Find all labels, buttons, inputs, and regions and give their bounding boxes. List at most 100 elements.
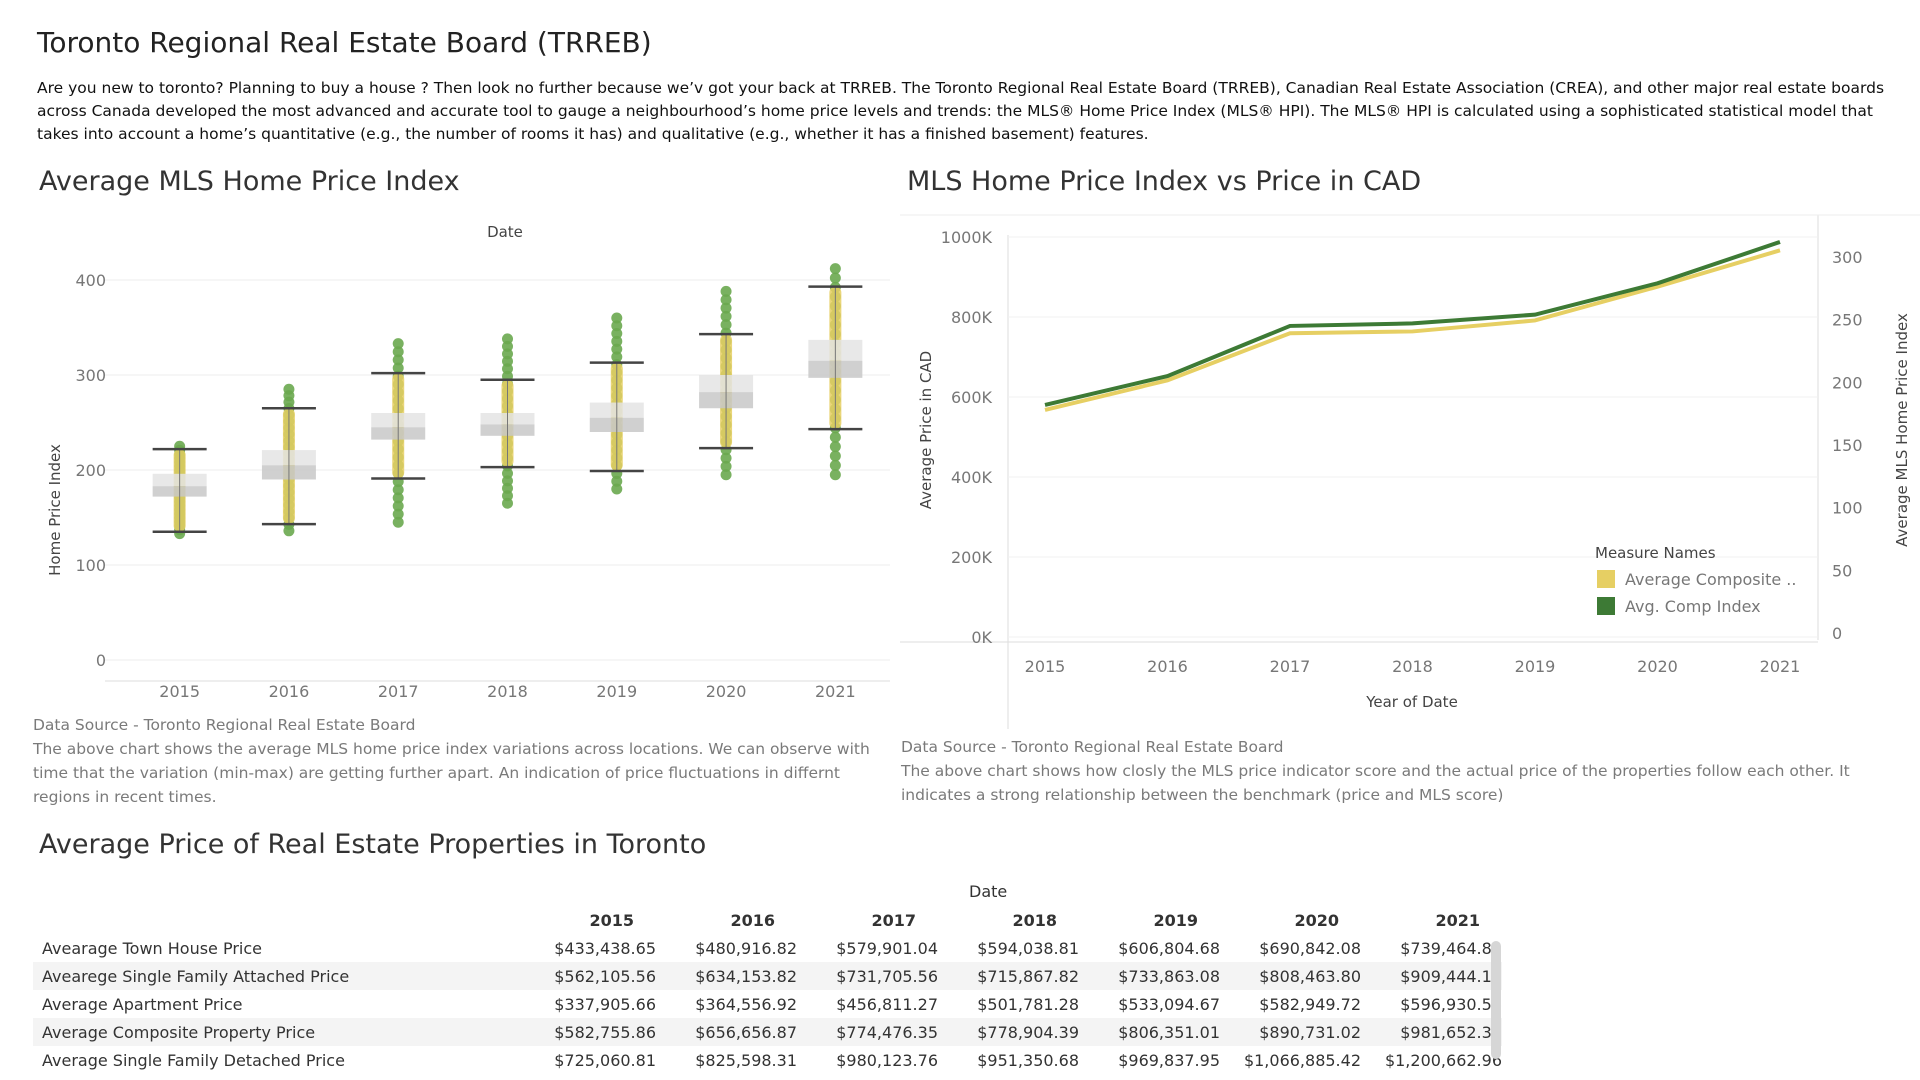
box-data-point	[611, 351, 623, 363]
box-data-point	[611, 335, 623, 347]
box-y-tick-label: 100	[75, 556, 106, 575]
column-header: 2016	[730, 910, 775, 930]
box-data-point	[720, 294, 732, 306]
box-data-point	[720, 310, 732, 322]
box-x-tick-label: 2017	[378, 682, 419, 701]
box-data-point	[392, 492, 404, 504]
table-cell: $1,200,662.96	[1384, 1050, 1502, 1070]
table-cell: $656,656.87	[656, 1018, 797, 1046]
box-data-point	[392, 354, 404, 366]
box-data-point	[829, 441, 841, 453]
box-y-tick-label: 400	[75, 271, 106, 290]
table-cell: $1,066,885.42	[1243, 1050, 1361, 1070]
box-data-point	[392, 346, 404, 358]
line-y-axis-title: Average Price in CAD	[917, 351, 935, 509]
line-y-tick-label: 0K	[971, 628, 992, 647]
line-chart-description: The above chart shows how closly the MLS…	[901, 762, 1850, 804]
box-data-point	[720, 319, 732, 331]
box-data-point	[829, 459, 841, 471]
box-data-point	[720, 452, 732, 464]
price-table: 2015 2016 2017 2018 2019 2020 2021 Avear…	[33, 906, 1502, 1074]
table-cell: $456,811.27	[836, 994, 938, 1014]
box-y-axis-title: Home Price Index	[46, 444, 64, 576]
table-cell: $909,444.13	[1361, 962, 1502, 990]
line-x-tick-label: 2021	[1760, 657, 1801, 676]
row-label: Average Single Family Detached Price	[42, 1050, 345, 1070]
table-cell: $562,105.56	[515, 962, 656, 990]
box-data-point	[611, 312, 623, 324]
box-plot-chart[interactable]: Date Home Price Index 0 100 200 300 400 2015 201…	[0, 210, 900, 715]
box-data-point	[611, 475, 623, 487]
table-header-row: 2015 2016 2017 2018 2019 2020 2021	[33, 906, 1502, 934]
box-x-tick-label: 2018	[487, 682, 528, 701]
line-y2-axis-title: Average MLS Home Price Index	[1893, 313, 1911, 547]
price-table-wrap: 2015 2016 2017 2018 2019 2020 2021 Avear…	[33, 906, 1502, 1074]
table-cell: $725,060.81	[554, 1050, 656, 1070]
table-row: Average Composite Property Price $582,75…	[33, 1018, 1502, 1046]
line-chart[interactable]: 0K 200K 400K 600K 800K 1000K 0 50 100 150 200 250 30…	[900, 210, 1920, 730]
table-cell: $778,904.39	[938, 1018, 1079, 1046]
box-data-point	[392, 516, 404, 528]
line-y-tick-label: 1000K	[941, 228, 993, 247]
box-data-point	[720, 460, 732, 472]
table-cell: $739,464.81	[1400, 938, 1502, 958]
box-data-point	[392, 484, 404, 496]
box-data-point	[720, 285, 732, 297]
box-data-point	[392, 362, 404, 374]
row-label: Average Composite Property Price	[33, 1018, 515, 1046]
box-x-tick-label: 2021	[815, 682, 856, 701]
table-row: Average Single Family Detached Price $72…	[33, 1046, 1502, 1074]
box-top-axis-label: Date	[487, 223, 523, 241]
line-x-tick-label: 2020	[1637, 657, 1678, 676]
table-cell: $890,731.02	[1220, 1018, 1361, 1046]
table-cell: $337,905.66	[554, 994, 656, 1014]
table-cell: $533,094.67	[1118, 994, 1220, 1014]
box-x-tick-label: 2020	[706, 682, 747, 701]
table-cell: $808,463.80	[1220, 962, 1361, 990]
table-date-header: Date	[969, 882, 1008, 901]
row-label: Avearege Single Family Attached Price	[33, 962, 515, 990]
table-cell: $733,863.08	[1079, 962, 1220, 990]
table-title: Average Price of Real Estate Properties …	[39, 829, 707, 860]
row-label: Avearage Town House Price	[42, 938, 263, 958]
line-y-tick-label: 200K	[951, 548, 993, 567]
table-cell: $582,755.86	[515, 1018, 656, 1046]
box-data-point	[720, 302, 732, 314]
table-cell: $980,123.76	[836, 1050, 938, 1070]
table-cell: $774,476.35	[797, 1018, 938, 1046]
box-data-point	[392, 508, 404, 520]
line-chart-title: MLS Home Price Index vs Price in CAD	[907, 166, 1422, 197]
box-data-point	[392, 338, 404, 350]
legend-swatch-price	[1597, 570, 1615, 588]
box-data-point	[611, 320, 623, 332]
table-cell: $715,867.82	[938, 962, 1079, 990]
legend-title: Measure Names	[1595, 544, 1716, 562]
line-y2-tick-label: 50	[1832, 561, 1852, 580]
table-cell: $806,351.01	[1079, 1018, 1220, 1046]
table-cell: $582,949.72	[1259, 994, 1361, 1014]
box-data-point	[283, 383, 295, 395]
box-data-point	[720, 469, 732, 481]
line-y2-tick-label: 0	[1832, 624, 1842, 643]
line-y-tick-label: 600K	[951, 388, 993, 407]
box-chart-description: The above chart shows the average MLS ho…	[33, 740, 870, 806]
table-scrollbar[interactable]	[1491, 941, 1501, 1059]
line-y2-tick-label: 150	[1832, 436, 1863, 455]
line-x-tick-label: 2015	[1025, 657, 1066, 676]
column-header: 2019	[1153, 910, 1198, 930]
column-header: 2018	[1012, 910, 1057, 930]
line-x-tick-label: 2019	[1515, 657, 1556, 676]
table-cell: $579,901.04	[836, 938, 938, 958]
column-header: 2017	[871, 910, 916, 930]
box-chart-title: Average MLS Home Price Index	[39, 166, 460, 197]
line-x-axis-title: Year of Date	[1365, 693, 1458, 711]
box-data-point	[829, 469, 841, 481]
box-data-point	[829, 263, 841, 275]
intro-paragraph: Are you new to toronto? Planning to buy …	[37, 79, 1885, 143]
table-row: Average Apartment Price $337,905.66 $364…	[33, 990, 1502, 1018]
table-cell: $501,781.28	[977, 994, 1079, 1014]
box-data-point	[829, 272, 841, 284]
page-title: Toronto Regional Real Estate Board (TRRE…	[37, 26, 652, 59]
table-cell: $594,038.81	[977, 938, 1079, 958]
box-data-point	[611, 483, 623, 495]
